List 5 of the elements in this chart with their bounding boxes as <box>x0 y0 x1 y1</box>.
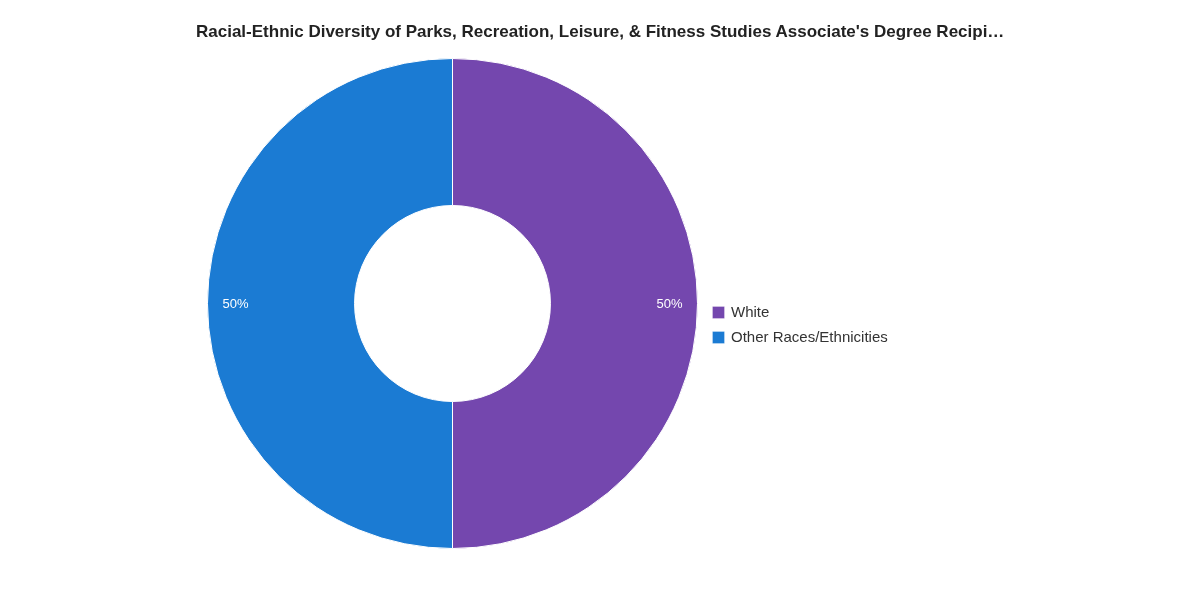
legend-label: Other Races/Ethnicities <box>731 328 888 345</box>
chart-title: Racial-Ethnic Diversity of Parks, Recreation, Leisure, & Fitness Studies Associate's Degree Recipi… <box>196 21 1005 41</box>
data-label: 50% <box>222 296 249 311</box>
legend-label: White <box>731 303 770 320</box>
data-label: 50% <box>656 296 683 311</box>
